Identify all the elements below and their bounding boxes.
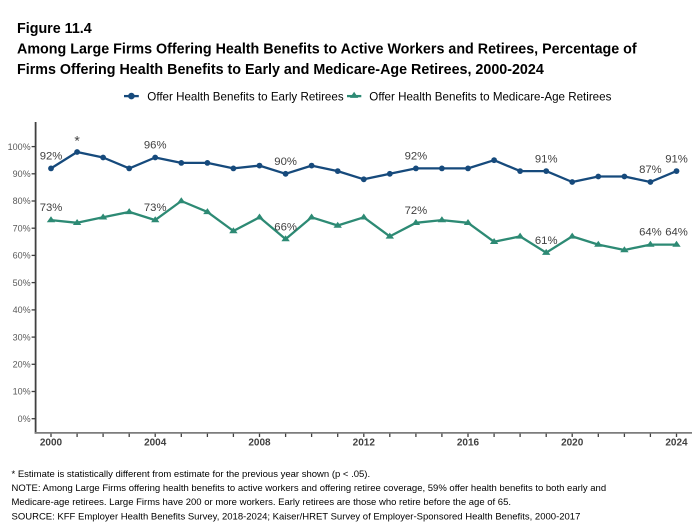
svg-text:NOTE: Among Large Firms offeri: NOTE: Among Large Firms offering health … bbox=[12, 483, 607, 494]
svg-text:Among Large Firms Offering Hea: Among Large Firms Offering Health Benefi… bbox=[17, 42, 637, 58]
svg-text:2004: 2004 bbox=[144, 438, 167, 449]
svg-text:64%: 64% bbox=[639, 227, 662, 239]
svg-text:30%: 30% bbox=[13, 332, 31, 342]
svg-text:2024: 2024 bbox=[665, 438, 688, 449]
svg-text:Medicare-age retirees. Large F: Medicare-age retirees. Large Firms have … bbox=[12, 497, 512, 508]
svg-text:2012: 2012 bbox=[353, 438, 376, 449]
svg-text:73%: 73% bbox=[40, 202, 63, 214]
svg-text:* Estimate is statistically di: * Estimate is statistically different fr… bbox=[12, 469, 371, 480]
svg-text:100%: 100% bbox=[8, 142, 31, 152]
svg-text:70%: 70% bbox=[13, 223, 31, 233]
svg-text:91%: 91% bbox=[535, 153, 558, 165]
svg-text:72%: 72% bbox=[405, 205, 428, 217]
svg-text:90%: 90% bbox=[274, 156, 297, 168]
svg-text:Offer Health Benefits to Medic: Offer Health Benefits to Medicare-Age Re… bbox=[369, 90, 611, 103]
svg-text:66%: 66% bbox=[274, 221, 297, 233]
svg-text:Offer Health Benefits to Early: Offer Health Benefits to Early Retirees bbox=[147, 90, 344, 103]
svg-text:92%: 92% bbox=[405, 151, 428, 163]
svg-text:Figure 11.4: Figure 11.4 bbox=[17, 21, 92, 37]
svg-text:91%: 91% bbox=[665, 153, 688, 165]
svg-text:2016: 2016 bbox=[457, 438, 480, 449]
svg-text:60%: 60% bbox=[13, 251, 31, 261]
svg-text:10%: 10% bbox=[13, 387, 31, 397]
svg-text:Firms Offering Health Benefits: Firms Offering Health Benefits to Early … bbox=[17, 62, 544, 78]
svg-text:2000: 2000 bbox=[40, 438, 63, 449]
svg-text:2008: 2008 bbox=[248, 438, 271, 449]
svg-text:90%: 90% bbox=[13, 169, 31, 179]
svg-text:73%: 73% bbox=[144, 202, 167, 214]
svg-text:92%: 92% bbox=[40, 151, 63, 163]
svg-text:61%: 61% bbox=[535, 235, 558, 247]
svg-text:20%: 20% bbox=[13, 360, 31, 370]
svg-text:87%: 87% bbox=[639, 164, 662, 176]
svg-text:80%: 80% bbox=[13, 196, 31, 206]
svg-text:96%: 96% bbox=[144, 140, 167, 152]
svg-text:*: * bbox=[74, 132, 80, 148]
svg-text:SOURCE: KFF Employer Health Be: SOURCE: KFF Employer Health Benefits Sur… bbox=[12, 511, 581, 522]
svg-text:40%: 40% bbox=[13, 305, 31, 315]
svg-text:2020: 2020 bbox=[561, 438, 584, 449]
svg-text:0%: 0% bbox=[18, 414, 31, 424]
svg-text:64%: 64% bbox=[665, 227, 688, 239]
svg-text:50%: 50% bbox=[13, 278, 31, 288]
